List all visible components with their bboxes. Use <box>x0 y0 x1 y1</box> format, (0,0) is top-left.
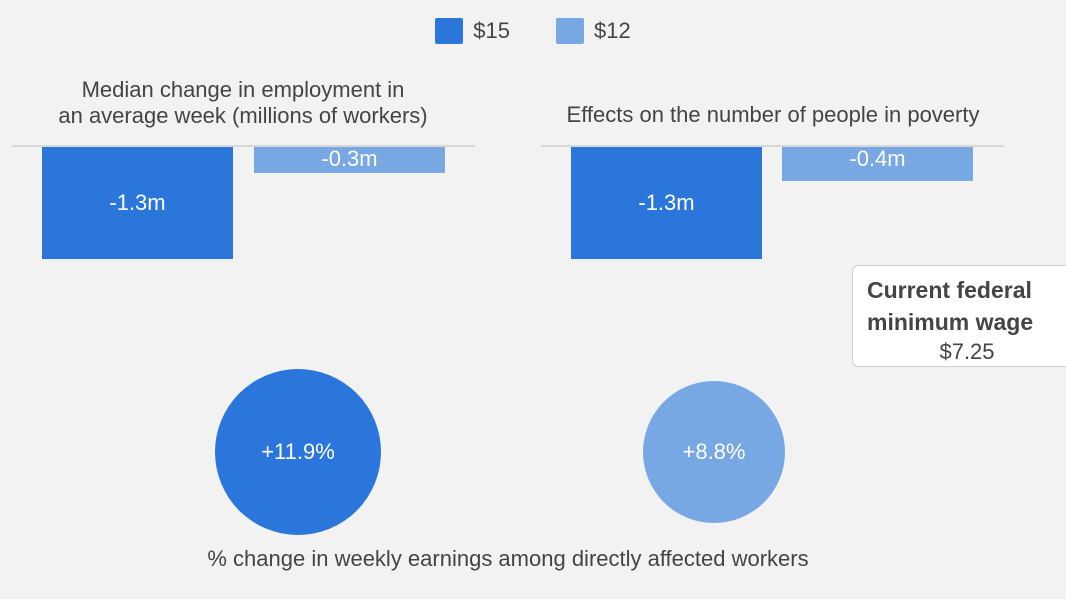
employment-bar-15-label: -1.3m <box>109 190 166 215</box>
poverty-bar-12-label: -0.4m <box>849 146 906 171</box>
employment-title-line-2: an average week (millions of workers) <box>58 103 428 128</box>
employment-bar-12-label: -0.3m <box>321 146 378 171</box>
employment-panel-title: Median change in employment in an averag… <box>12 77 474 129</box>
employment-title-line-1: Median change in employment in <box>81 77 405 102</box>
earnings-panel-title: % change in weekly earnings among direct… <box>207 546 809 571</box>
poverty-bar-15-label: -1.3m <box>638 190 695 215</box>
earnings-bubble-12: +8.8% <box>642 380 786 524</box>
earnings-bubble-12-label: +8.8% <box>682 438 746 464</box>
minimum-wage-callout: Current federal minimum wage $7.25 <box>852 265 1066 367</box>
callout-value: $7.25 <box>939 339 995 364</box>
earnings-bubble-15: +11.9% <box>215 369 381 535</box>
employment-bar-15: -1.3m <box>42 147 233 259</box>
callout-heading: Current federal minimum wage <box>867 277 1034 335</box>
legend: $15 $12 <box>0 18 1066 44</box>
earnings-bubble-15-label: +11.9% <box>261 439 335 464</box>
poverty-bar-15: -1.3m <box>571 147 762 259</box>
poverty-baseline <box>541 145 1004 147</box>
legend-swatch-12 <box>556 18 584 44</box>
poverty-panel-title: Effects on the number of people in pover… <box>566 102 980 127</box>
poverty-bar-12: -0.4m <box>782 147 973 181</box>
legend-label-15: $15 <box>473 18 510 43</box>
legend-label-12: $12 <box>594 18 631 43</box>
legend-swatch-15 <box>435 18 464 44</box>
legend-item-15: $15 <box>435 18 510 44</box>
employment-bar-12: -0.3m <box>254 147 445 173</box>
legend-item-12: $12 <box>556 18 631 44</box>
employment-baseline <box>12 145 475 147</box>
